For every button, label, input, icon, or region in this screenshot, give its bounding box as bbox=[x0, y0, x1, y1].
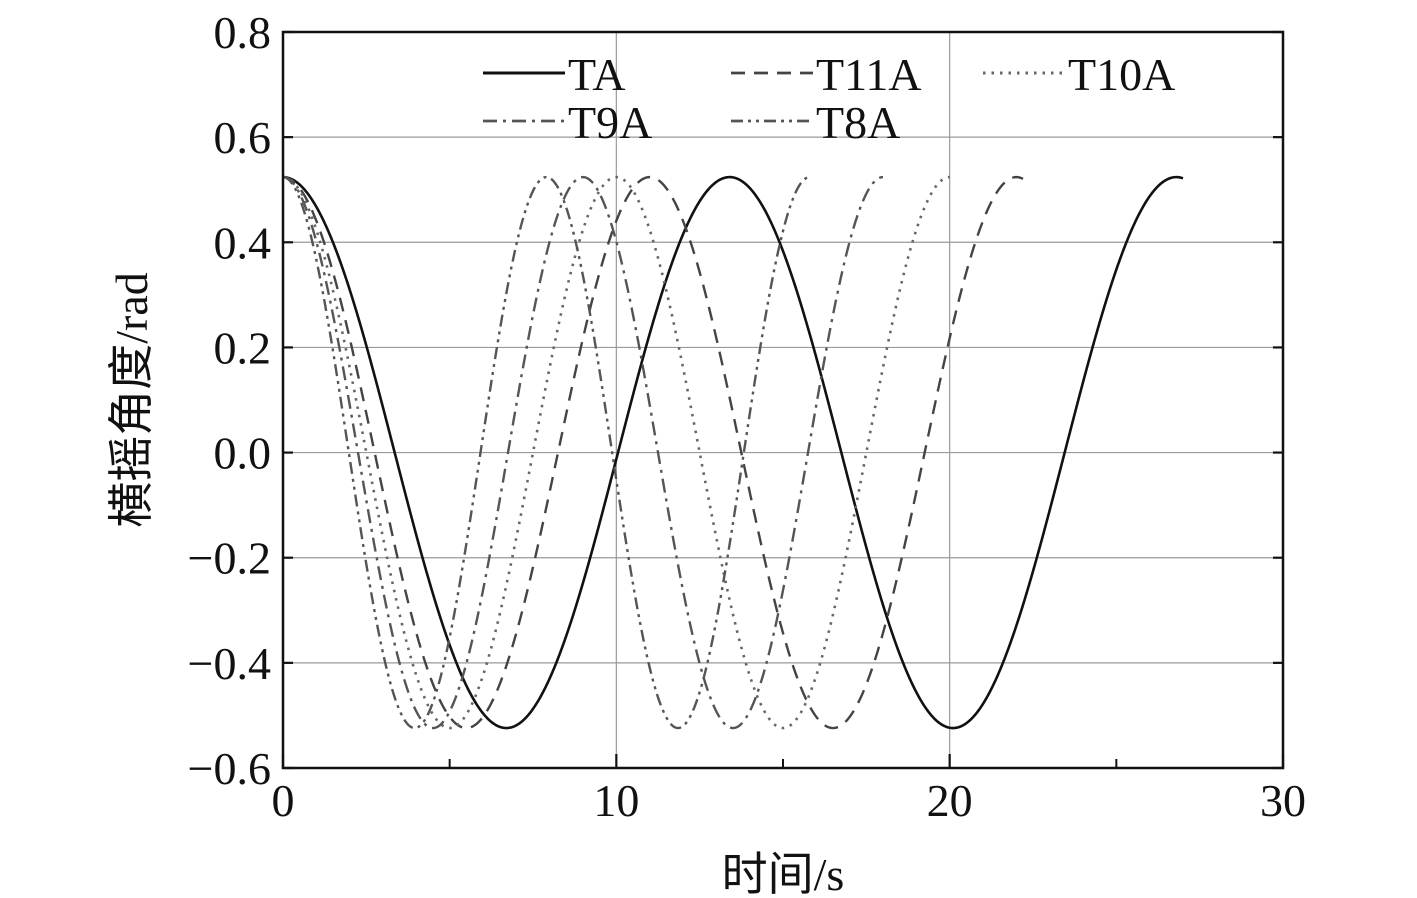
y-tick-label: 0.4 bbox=[214, 217, 272, 268]
x-tick-label: 30 bbox=[1260, 775, 1306, 826]
legend-label-ta: TA bbox=[568, 49, 626, 100]
legend-label-t9a: T9A bbox=[568, 97, 652, 148]
y-tick-label: −0.2 bbox=[188, 533, 271, 584]
series-line-t8a bbox=[282, 175, 810, 730]
legend: TA T11A T10A T9A T8A bbox=[483, 49, 1175, 148]
x-tick-label: 20 bbox=[927, 775, 973, 826]
y-tick-label: 0.2 bbox=[214, 322, 272, 373]
x-tick-label: 0 bbox=[272, 775, 295, 826]
series-line-t9a bbox=[282, 175, 884, 730]
series-lines bbox=[282, 175, 1184, 730]
plot-frame bbox=[281, 30, 1285, 770]
y-tick-label: 0.8 bbox=[214, 7, 272, 58]
grid bbox=[283, 32, 1283, 768]
y-tick-label: −0.4 bbox=[188, 638, 271, 689]
y-axis-title: 横摇角度/rad bbox=[106, 272, 157, 528]
series-line-t10a bbox=[282, 175, 950, 730]
axis-ticks: −0.6 −0.4 −0.2 0.0 0.2 0.4 0.6 0.8 0 10 20 30 bbox=[188, 7, 1306, 826]
series-line-ta bbox=[282, 175, 1184, 730]
legend-label-t8a: T8A bbox=[816, 97, 900, 148]
series-line-t11a bbox=[282, 175, 1024, 730]
y-tick-label: 0.0 bbox=[214, 428, 272, 479]
y-tick-label: 0.6 bbox=[214, 112, 272, 163]
legend-label-t10a: T10A bbox=[1068, 49, 1175, 100]
y-tick-label: −0.6 bbox=[188, 743, 271, 794]
x-axis-title: 时间/s bbox=[722, 849, 845, 898]
legend-label-t11a: T11A bbox=[816, 49, 922, 100]
x-tick-label: 10 bbox=[593, 775, 639, 826]
